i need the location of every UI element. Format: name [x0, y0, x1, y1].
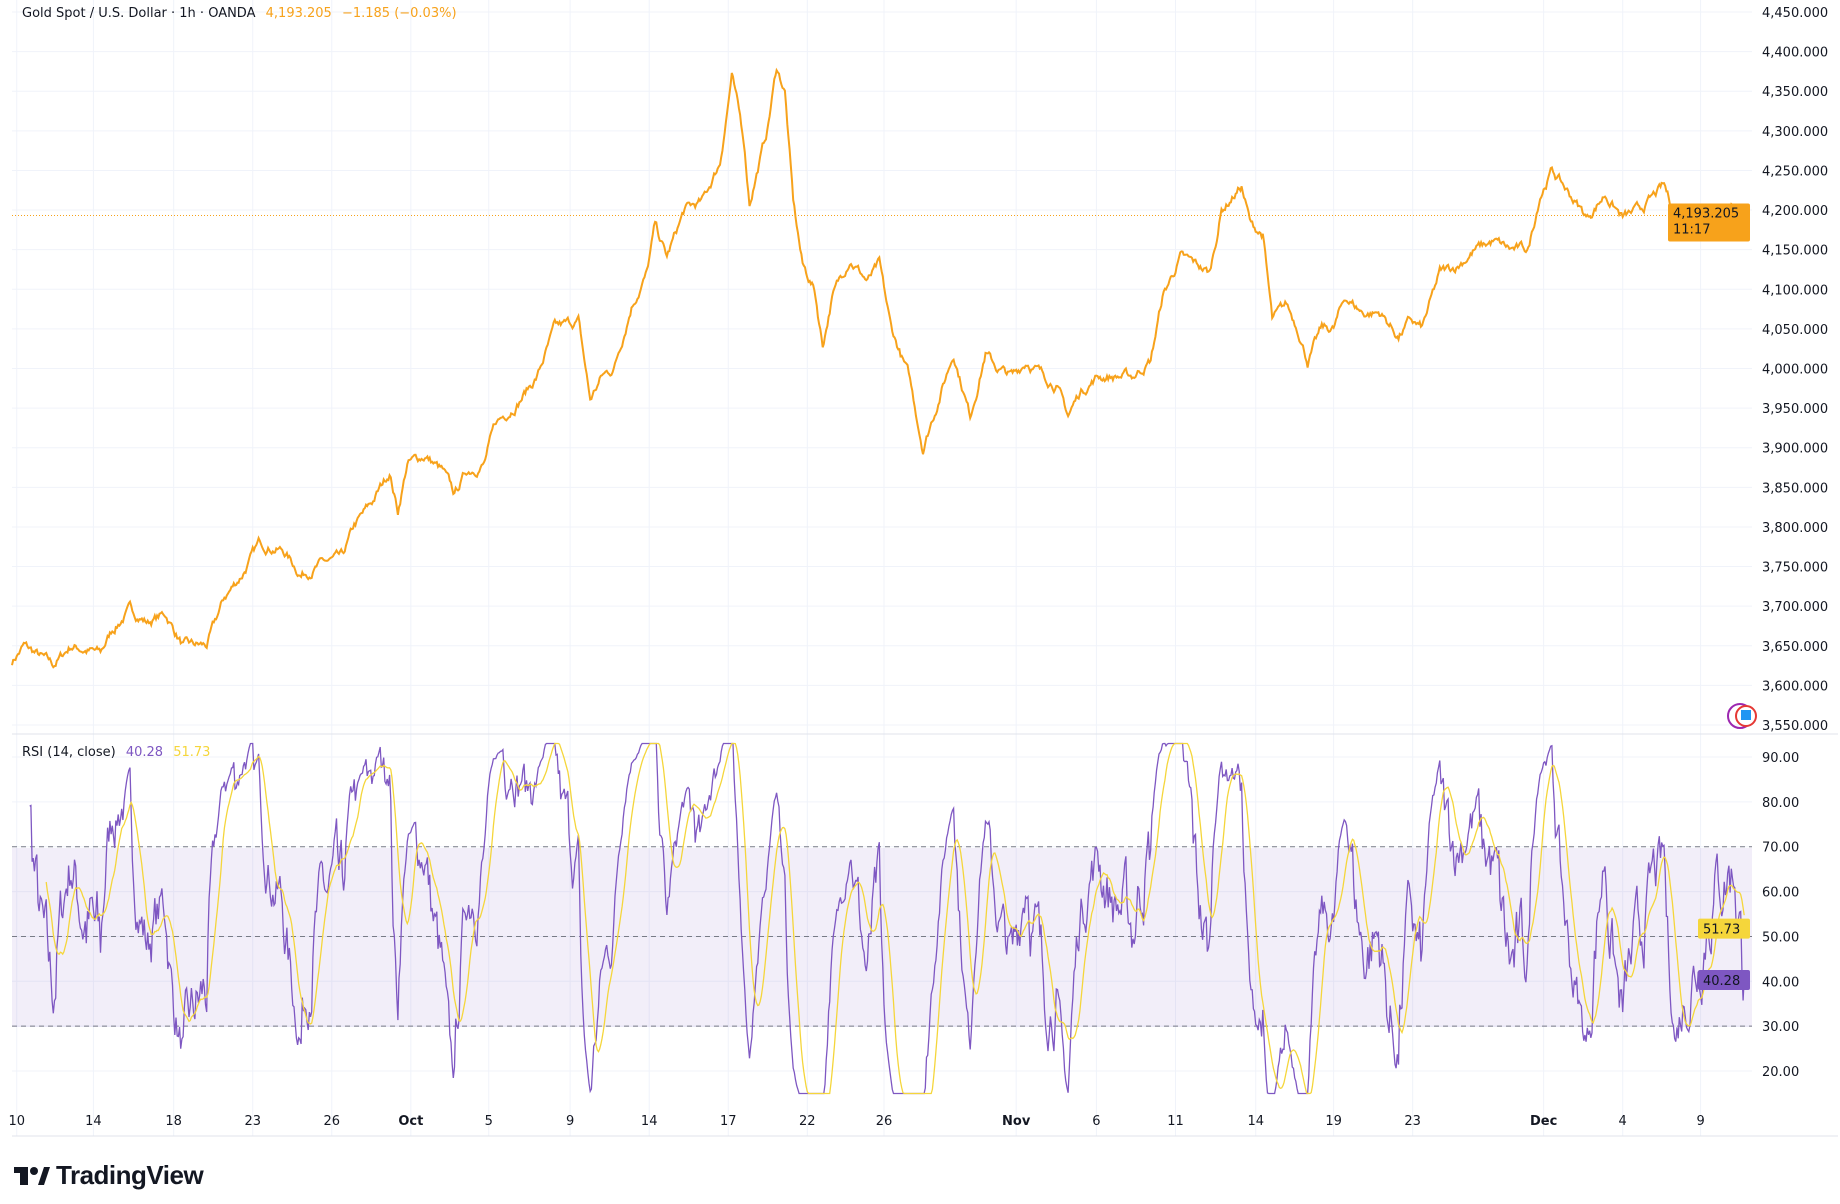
price-tick-label: 4,100.000 — [1762, 283, 1828, 298]
time-tick-label: 5 — [485, 1114, 493, 1129]
calendar-events-icon[interactable] — [1727, 703, 1757, 729]
time-tick-label: 22 — [799, 1114, 816, 1129]
price-tick-label: 3,600.000 — [1762, 679, 1828, 694]
price-label-countdown: 11:17 — [1673, 222, 1710, 237]
time-tick-label: 14 — [85, 1114, 102, 1129]
time-tick-label: 19 — [1325, 1114, 1342, 1129]
rsi-label-box — [1698, 970, 1750, 991]
rsi-tick-label: 80.00 — [1762, 796, 1799, 811]
time-tick-label: 9 — [566, 1114, 574, 1129]
price-tick-label: 4,400.000 — [1762, 46, 1828, 61]
rsi-line — [29, 742, 1745, 1095]
price-tick-label: 3,800.000 — [1762, 521, 1828, 536]
time-tick-label: 10 — [8, 1114, 25, 1129]
rsi-title: RSI (14, close) — [22, 745, 116, 760]
price-tick-label: 3,650.000 — [1762, 640, 1828, 655]
time-tick-label: 4 — [1619, 1114, 1627, 1129]
price-axis[interactable]: 4,450.000 4,400.000 4,350.000 4,300.000 4,25… — [1762, 6, 1828, 734]
rsi-tick-label: 30.00 — [1762, 1020, 1799, 1035]
time-tick-label: 11 — [1167, 1114, 1184, 1129]
rsi-ma-line — [45, 742, 1745, 1095]
rsi-value: 40.28 — [125, 745, 164, 760]
rsi-tick-label: 50.00 — [1762, 930, 1799, 945]
rsi-ma-label-box — [1698, 918, 1750, 939]
price-tick-label: 4,000.000 — [1762, 363, 1828, 378]
time-axis[interactable]: 10 14 18 23 26 Oct 5 9 14 17 22 26 Nov 6 11 14 19 23 Dec 4 9 — [8, 1114, 1704, 1129]
rsi-tick-label: 90.00 — [1762, 751, 1799, 766]
tradingview-logo-icon — [14, 1166, 50, 1185]
rsi-legend[interactable]: RSI (14, close) 40.28 51.73 — [22, 745, 210, 760]
price-tick-label: 3,850.000 — [1762, 481, 1828, 496]
time-tick-label: 6 — [1092, 1114, 1100, 1129]
symbol-title: Gold Spot / U.S. Dollar · 1h · OANDA — [22, 6, 256, 21]
time-tick-label: Nov — [1002, 1114, 1031, 1129]
rsi-axis-label: 40.28 — [1698, 970, 1750, 991]
price-tick-label: 3,950.000 — [1762, 402, 1828, 417]
rsi-ma-value: 51.73 — [173, 745, 211, 760]
price-tick-label: 3,550.000 — [1762, 719, 1828, 734]
rsi-tick-label: 60.00 — [1762, 886, 1799, 901]
price-tick-label: 4,250.000 — [1762, 164, 1828, 179]
price-tick-label: 4,450.000 — [1762, 6, 1828, 21]
price-tick-label: 4,200.000 — [1762, 204, 1828, 219]
rsi-ma-label-value: 51.73 — [1703, 923, 1740, 938]
price-tick-label: 4,150.000 — [1762, 244, 1828, 259]
time-tick-label: 9 — [1696, 1114, 1704, 1129]
time-tick-label: 14 — [1247, 1114, 1264, 1129]
price-axis-label: 4,193.205 11:17 — [1668, 203, 1750, 242]
price-label-value: 4,193.205 — [1673, 206, 1739, 221]
time-tick-label: 17 — [720, 1114, 737, 1129]
last-price: 4,193.205 — [265, 6, 332, 21]
price-tick-label: 4,300.000 — [1762, 125, 1828, 140]
price-tick-label: 4,050.000 — [1762, 323, 1828, 338]
time-tick-label: 26 — [324, 1114, 341, 1129]
price-line — [11, 67, 1746, 669]
symbol-legend[interactable]: Gold Spot / U.S. Dollar · 1h · OANDA 4,1… — [22, 6, 457, 21]
tradingview-logo-text: TradingView — [56, 1160, 204, 1190]
time-tick-label: 26 — [876, 1114, 893, 1129]
time-tick-label: 23 — [1404, 1114, 1421, 1129]
rsi-tick-label: 70.00 — [1762, 841, 1799, 856]
rsi-tick-label: 40.00 — [1762, 975, 1799, 990]
price-label-box — [1668, 203, 1750, 242]
price-tick-label: 3,700.000 — [1762, 600, 1828, 615]
rsi-label-value: 40.28 — [1703, 974, 1740, 989]
price-tick-label: 4,350.000 — [1762, 85, 1828, 100]
rsi-axis[interactable]: 90.00 80.00 70.00 60.00 50.00 40.00 30.00 20.00 — [1762, 751, 1799, 1080]
time-tick-label: 23 — [244, 1114, 261, 1129]
time-tick-label: 14 — [641, 1114, 658, 1129]
price-tick-label: 3,750.000 — [1762, 561, 1828, 576]
time-tick-label: Oct — [398, 1114, 423, 1129]
price-change: −1.185 (−0.03%) — [341, 6, 457, 21]
price-tick-label: 3,900.000 — [1762, 442, 1828, 457]
rsi-ma-axis-label: 51.73 — [1698, 918, 1750, 939]
time-tick-label: 18 — [165, 1114, 182, 1129]
rsi-tick-label: 20.00 — [1762, 1065, 1799, 1080]
time-tick-label: Dec — [1530, 1114, 1557, 1129]
tradingview-logo[interactable]: TradingView — [14, 1160, 204, 1191]
